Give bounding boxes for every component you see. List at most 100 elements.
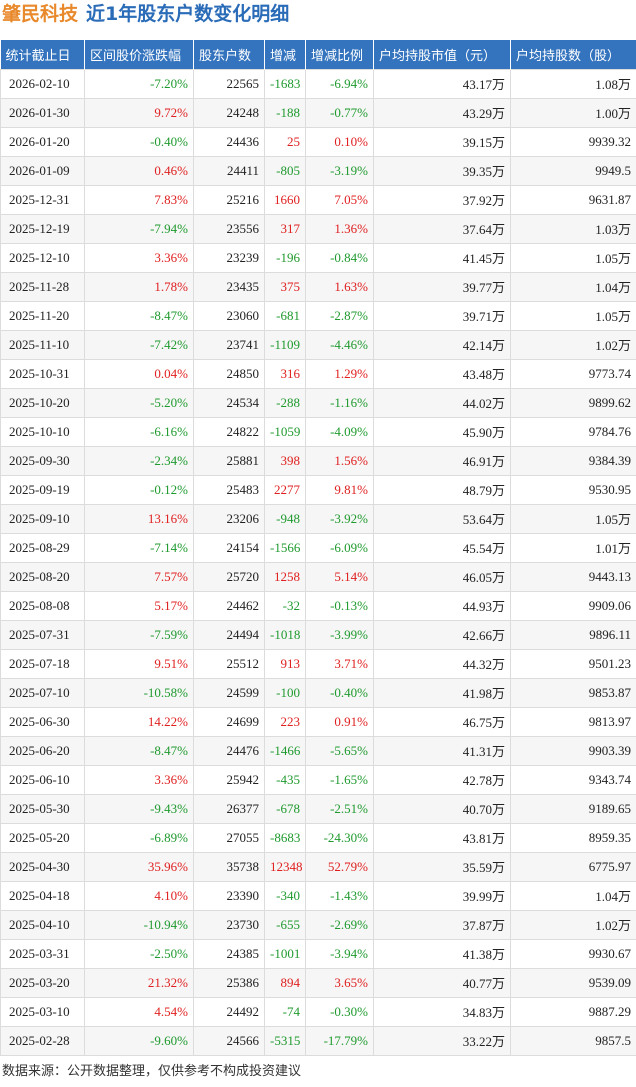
table-cell: -2.69% <box>306 910 374 939</box>
table-cell: 37.92万 <box>374 185 511 214</box>
table-cell: 2026-01-30 <box>1 98 85 127</box>
table-cell: 25881 <box>194 446 265 475</box>
table-cell: 25720 <box>194 562 265 591</box>
table-cell: 9949.5 <box>511 156 636 185</box>
table-cell: -9.43% <box>85 794 194 823</box>
table-cell: -24.30% <box>306 823 374 852</box>
table-cell: 24492 <box>194 997 265 1026</box>
table-cell: -196 <box>265 243 306 272</box>
table-cell: 46.91万 <box>374 446 511 475</box>
table-cell: 23390 <box>194 881 265 910</box>
table-cell: 43.81万 <box>374 823 511 852</box>
table-cell: -435 <box>265 765 306 794</box>
table-cell: 2025-07-18 <box>1 649 85 678</box>
table-cell: 24850 <box>194 359 265 388</box>
table-cell: -8683 <box>265 823 306 852</box>
table-cell: 2025-10-10 <box>1 417 85 446</box>
table-cell: 9384.39 <box>511 446 636 475</box>
table-cell: 53.64万 <box>374 504 511 533</box>
table-cell: -17.79% <box>306 1026 374 1055</box>
table-cell: 25386 <box>194 968 265 997</box>
table-cell: 35738 <box>194 852 265 881</box>
table-cell: -0.77% <box>306 98 374 127</box>
table-cell: 23741 <box>194 330 265 359</box>
table-cell: 2025-04-18 <box>1 881 85 910</box>
table-cell: 9.81% <box>306 475 374 504</box>
table-cell: 913 <box>265 649 306 678</box>
table-cell: 1.78% <box>85 272 194 301</box>
table-cell: 9903.39 <box>511 736 636 765</box>
table-cell: 23206 <box>194 504 265 533</box>
table-cell: 41.31万 <box>374 736 511 765</box>
table-cell: -2.34% <box>85 446 194 475</box>
table-cell: 1.56% <box>306 446 374 475</box>
table-cell: -0.40% <box>85 127 194 156</box>
table-cell: 5.17% <box>85 591 194 620</box>
table-cell: -6.89% <box>85 823 194 852</box>
table-cell: 2025-05-20 <box>1 823 85 852</box>
table-cell: -9.60% <box>85 1026 194 1055</box>
table-cell: -0.13% <box>306 591 374 620</box>
table-cell: 21.32% <box>85 968 194 997</box>
table-cell: -1.16% <box>306 388 374 417</box>
table-cell: 22565 <box>194 69 265 98</box>
table-cell: 2025-07-10 <box>1 678 85 707</box>
table-cell: -6.09% <box>306 533 374 562</box>
table-cell: -10.94% <box>85 910 194 939</box>
table-cell: 7.57% <box>85 562 194 591</box>
table-cell: 13.16% <box>85 504 194 533</box>
table-cell: -5315 <box>265 1026 306 1055</box>
table-cell: 41.98万 <box>374 678 511 707</box>
table-cell: 2025-11-28 <box>1 272 85 301</box>
table-cell: -6.94% <box>306 69 374 98</box>
table-cell: -6.16% <box>85 417 194 446</box>
table-cell: 24699 <box>194 707 265 736</box>
table-cell: 2025-12-10 <box>1 243 85 272</box>
table-cell: 45.90万 <box>374 417 511 446</box>
table-cell: 2025-12-31 <box>1 185 85 214</box>
table-cell: -2.51% <box>306 794 374 823</box>
table-cell: 9857.5 <box>511 1026 636 1055</box>
table-cell: 44.93万 <box>374 591 511 620</box>
table-cell: 9.51% <box>85 649 194 678</box>
table-cell: -32 <box>265 591 306 620</box>
table-cell: 25216 <box>194 185 265 214</box>
table-cell: 1.05万 <box>511 504 636 533</box>
table-cell: -1466 <box>265 736 306 765</box>
table-cell: 9631.87 <box>511 185 636 214</box>
table-cell: 2025-03-20 <box>1 968 85 997</box>
table-cell: 1.05万 <box>511 243 636 272</box>
table-cell: -655 <box>265 910 306 939</box>
table-cell: 2277 <box>265 475 306 504</box>
table-cell: -7.59% <box>85 620 194 649</box>
column-header: 股东户数 <box>194 40 265 69</box>
column-header: 统计截止日 <box>1 40 85 69</box>
holders-table: 统计截止日区间股价涨跌幅股东户数增减增减比例户均持股市值（元）户均持股数（股） … <box>0 40 636 1056</box>
table-cell: -7.14% <box>85 533 194 562</box>
table-cell: 2025-03-10 <box>1 997 85 1026</box>
table-cell: 25483 <box>194 475 265 504</box>
table-cell: 9813.97 <box>511 707 636 736</box>
table-cell: 0.04% <box>85 359 194 388</box>
table-cell: -0.84% <box>306 243 374 272</box>
table-cell: 2025-04-30 <box>1 852 85 881</box>
table-cell: 48.79万 <box>374 475 511 504</box>
table-cell: 2025-06-30 <box>1 707 85 736</box>
table-cell: -948 <box>265 504 306 533</box>
table-cell: 2025-04-10 <box>1 910 85 939</box>
table-cell: 9784.76 <box>511 417 636 446</box>
table-cell: 1.01万 <box>511 533 636 562</box>
table-cell: -1018 <box>265 620 306 649</box>
column-header: 增减比例 <box>306 40 374 69</box>
table-cell: 41.38万 <box>374 939 511 968</box>
table-cell: 2025-06-20 <box>1 736 85 765</box>
